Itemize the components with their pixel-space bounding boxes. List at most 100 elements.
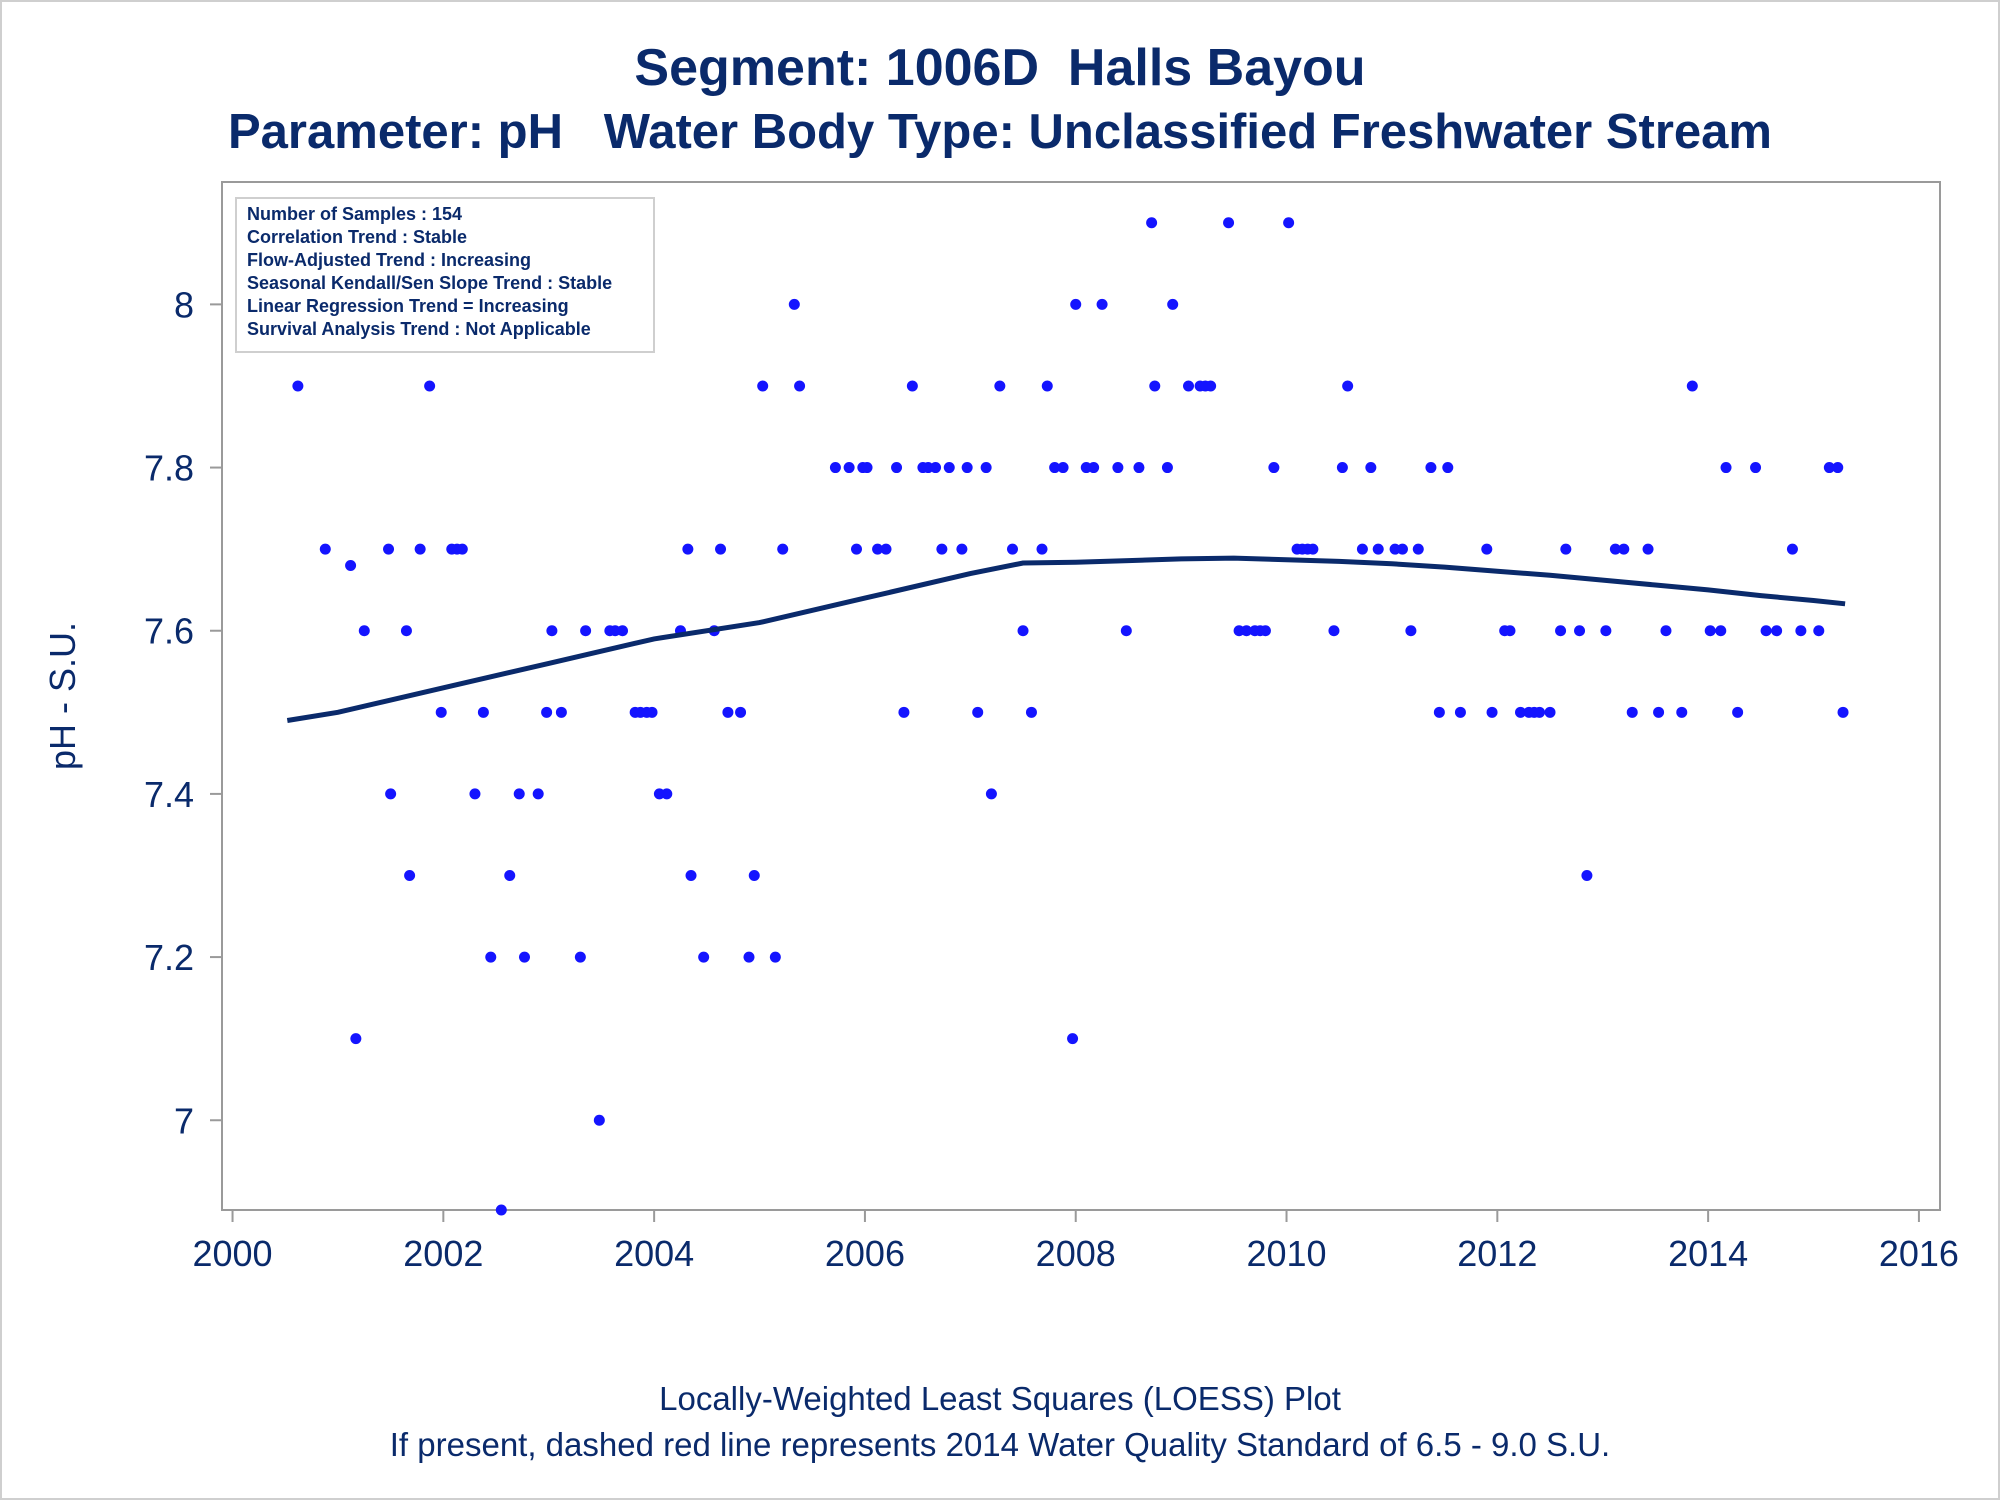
data-point (477, 706, 489, 718)
data-point (961, 462, 973, 474)
data-point (743, 951, 755, 963)
data-point (1025, 706, 1037, 718)
y-tick-label: 8 (174, 284, 194, 325)
data-point (685, 869, 697, 881)
footnote-standard: If present, dashed red line represents 2… (389, 1426, 1611, 1463)
x-tick-label: 2000 (192, 1233, 272, 1274)
footnote-plot-type: Locally-Weighted Least Squares (LOESS) P… (659, 1380, 1341, 1417)
data-point (1642, 543, 1654, 555)
stats-line: Flow-Adjusted Trend : Increasing (247, 250, 531, 270)
data-point (735, 706, 747, 718)
data-point (485, 951, 497, 963)
data-point (1786, 543, 1798, 555)
data-point (1609, 543, 1621, 555)
data-point (1660, 625, 1672, 637)
data-point (1133, 462, 1145, 474)
data-point (1760, 625, 1772, 637)
data-point (1715, 625, 1727, 637)
data-point (980, 462, 992, 474)
x-tick-label: 2008 (1036, 1233, 1116, 1274)
data-point (345, 559, 357, 571)
data-point (1813, 625, 1825, 637)
data-point (1832, 462, 1844, 474)
data-point (769, 951, 781, 963)
data-point (1750, 462, 1762, 474)
data-point (1120, 625, 1132, 637)
data-point (1823, 462, 1835, 474)
data-point (385, 788, 397, 800)
data-point (1041, 380, 1053, 392)
y-tick-label: 7.6 (144, 611, 194, 652)
data-point (424, 380, 436, 392)
loess-curve (286, 555, 1846, 723)
data-point (1268, 462, 1280, 474)
data-point (956, 543, 968, 555)
data-point (532, 788, 544, 800)
data-point (1336, 462, 1348, 474)
x-tick-label: 2012 (1457, 1233, 1537, 1274)
data-point (1626, 706, 1638, 718)
y-tick-label: 7.4 (144, 774, 194, 815)
data-point (593, 1114, 605, 1126)
stats-line: Survival Analysis Trend : Not Applicable (247, 319, 591, 339)
data-point (1183, 380, 1195, 392)
data-point (972, 706, 984, 718)
data-point (1618, 543, 1630, 555)
data-point (1560, 543, 1572, 555)
data-point (358, 625, 370, 637)
data-point (1112, 462, 1124, 474)
stats-box: Number of Samples : 154 Correlation Trend… (235, 197, 655, 353)
x-tick-label: 2004 (614, 1233, 694, 1274)
data-point (1088, 462, 1100, 474)
x-axis: 2000 2002 2004 2006 2008 2010 2012 2014 2016 (192, 1210, 1959, 1274)
chart-title: Segment: 1006D Halls Bayou (634, 39, 1366, 97)
data-point (555, 706, 567, 718)
data-point (1240, 625, 1252, 637)
data-point (943, 462, 955, 474)
data-point (1574, 625, 1586, 637)
data-point (1283, 217, 1295, 229)
data-point (872, 543, 884, 555)
x-tick-label: 2002 (403, 1233, 483, 1274)
data-point (1600, 625, 1612, 637)
data-point (1146, 217, 1158, 229)
data-point (580, 625, 592, 637)
data-point (1771, 625, 1783, 637)
data-point (843, 462, 855, 474)
data-point (1365, 462, 1377, 474)
data-point (1795, 625, 1807, 637)
data-point (292, 380, 304, 392)
data-point (1223, 217, 1235, 229)
x-tick-label: 2010 (1246, 1233, 1326, 1274)
data-point (829, 462, 841, 474)
data-point (1504, 625, 1516, 637)
data-point (936, 543, 948, 555)
data-point (661, 788, 673, 800)
chart-subtitle: Parameter: pH Water Body Type: Unclassif… (228, 105, 1772, 159)
data-point (383, 543, 395, 555)
data-point (985, 788, 997, 800)
stats-box-border (235, 197, 655, 353)
stats-line: Linear Regression Trend = Increasing (247, 296, 569, 316)
data-point (1067, 1033, 1079, 1045)
data-point (541, 706, 553, 718)
stats-box-lines: Number of Samples : 154 Correlation Trend… (247, 204, 612, 339)
data-point (898, 706, 910, 718)
data-point (1486, 706, 1498, 718)
data-point (1533, 706, 1545, 718)
data-point (504, 869, 516, 881)
data-point (757, 380, 769, 392)
data-point (350, 1033, 362, 1045)
x-tick-label: 2016 (1879, 1233, 1959, 1274)
data-point (1372, 543, 1384, 555)
stats-line: Correlation Trend : Stable (247, 227, 467, 247)
data-point (1433, 706, 1445, 718)
data-point (1017, 625, 1029, 637)
data-point (1070, 298, 1082, 310)
data-point (404, 869, 416, 881)
data-point (1328, 625, 1340, 637)
data-point (1167, 298, 1179, 310)
data-point (400, 625, 412, 637)
y-axis: 7 7.2 7.4 7.6 7.8 8 (144, 284, 222, 1141)
data-point (1442, 462, 1454, 474)
